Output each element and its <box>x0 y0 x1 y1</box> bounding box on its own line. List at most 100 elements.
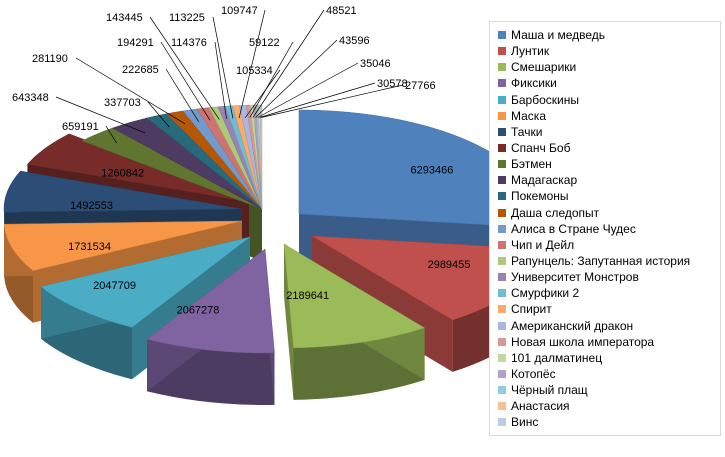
leader-line <box>147 101 170 128</box>
data-label: 143445 <box>106 12 143 24</box>
legend-label: Университет Монстров <box>511 270 639 285</box>
data-label: 114376 <box>171 37 207 49</box>
legend-item: Смурфики 2 <box>490 285 720 301</box>
leader-line <box>55 96 146 134</box>
legend-item: Алиса в Стране Чудес <box>490 221 720 237</box>
legend-label: Смешарики <box>511 60 577 75</box>
legend-label: Бэтмен <box>511 157 552 172</box>
legend-swatch <box>498 240 506 249</box>
data-label: 281190 <box>32 53 68 65</box>
leader-line <box>252 9 325 118</box>
legend-label: Спанч Боб <box>511 141 571 156</box>
leader-line <box>75 57 186 125</box>
legend-swatch <box>498 192 506 201</box>
legend-item: Спанч Боб <box>490 140 720 156</box>
data-label: 27766 <box>405 80 436 92</box>
leader-lines <box>55 9 404 144</box>
leader-line <box>259 82 376 118</box>
legend-item: Маша и медведь <box>490 27 720 43</box>
legend-item: Мадагаскар <box>490 172 720 188</box>
data-label: 6293466 <box>410 165 453 177</box>
legend-item: Покемоны <box>490 188 720 204</box>
pie-slice-3 <box>283 243 426 349</box>
legend-label: Барбоскины <box>511 92 579 107</box>
legend-swatch <box>498 418 506 427</box>
legend-label: Американский дракон <box>511 318 634 333</box>
leader-line <box>261 84 404 118</box>
legend-item: Котопёс <box>490 366 720 382</box>
legend-item: Смешарики <box>490 59 720 75</box>
legend-swatch <box>498 31 506 40</box>
slice-tops <box>3 104 549 354</box>
pie-slice-6 <box>3 220 243 271</box>
legend-item: Даша следопыт <box>490 205 720 221</box>
legend-label: Мадагаскар <box>511 173 578 188</box>
data-label: 105334 <box>236 65 273 77</box>
leader-line <box>249 41 294 118</box>
legend-swatch <box>498 321 506 330</box>
legend-label: Анастасия <box>511 399 570 414</box>
legend-label: Новая школа императора <box>511 334 655 349</box>
data-label: 59122 <box>249 37 280 49</box>
leader-line <box>165 68 199 122</box>
data-label: 1492553 <box>70 200 113 212</box>
legend-swatch <box>498 160 506 169</box>
legend-swatch <box>498 337 506 346</box>
legend-label: Тачки <box>511 124 543 139</box>
data-label: 659191 <box>62 121 99 133</box>
slice-cut-face <box>284 244 294 400</box>
legend-swatch <box>498 176 506 185</box>
legend-label: Фиксики <box>511 76 557 91</box>
legend-swatch <box>498 79 506 88</box>
leader-line <box>214 41 227 119</box>
legend-swatch <box>498 257 506 266</box>
legend-label: Рапунцель: Запутанная история <box>511 254 691 269</box>
legend-swatch <box>498 370 506 379</box>
data-label: 2067278 <box>177 305 220 317</box>
data-label: 30578 <box>377 78 408 90</box>
data-label: 194291 <box>117 37 154 49</box>
data-label: 48521 <box>326 5 357 17</box>
legend-swatch <box>498 127 506 136</box>
data-label: 109747 <box>221 5 258 17</box>
leader-line <box>149 16 220 120</box>
data-label: 113225 <box>169 12 205 24</box>
legend-label: Маска <box>511 108 546 123</box>
legend-swatch <box>498 402 506 411</box>
legend-label: Спирит <box>511 302 552 317</box>
legend-swatch <box>498 208 506 217</box>
data-label: 2047709 <box>93 280 136 292</box>
data-label: 1731534 <box>68 241 111 253</box>
legend-item: Винс <box>490 414 720 430</box>
legend-label: Смурфики 2 <box>511 286 580 301</box>
leader-line <box>212 16 234 119</box>
legend-swatch <box>498 305 506 314</box>
data-label: 222685 <box>122 64 159 76</box>
pie-slice-8 <box>26 133 250 203</box>
legend-label: Чёрный плащ <box>511 383 588 398</box>
legend-label: Даша следопыт <box>511 205 600 220</box>
legend-item: Маска <box>490 108 720 124</box>
data-label: 2989455 <box>428 259 471 271</box>
legend-label: Маша и медведь <box>511 28 606 43</box>
legend-label: Чип и Дейл <box>511 237 575 252</box>
legend-swatch <box>498 386 506 395</box>
legend-item: Новая школа императора <box>490 334 720 350</box>
pie-slice-7 <box>3 170 243 213</box>
legend-label: Винс <box>511 415 539 430</box>
legend-item: Американский дракон <box>490 318 720 334</box>
data-label: 43596 <box>339 35 370 47</box>
legend-item: Бэтмен <box>490 156 720 172</box>
data-label: 1260842 <box>101 168 144 180</box>
legend-swatch <box>498 144 506 153</box>
leader-line <box>244 69 281 119</box>
legend-item: Спирит <box>490 301 720 317</box>
leader-line <box>257 62 359 118</box>
legend-label: Алиса в Стране Чудес <box>511 221 636 236</box>
legend-label: Котопёс <box>511 367 556 382</box>
legend-item: Университет Монстров <box>490 269 720 285</box>
legend-item: Барбоскины <box>490 92 720 108</box>
leader-line <box>105 125 117 144</box>
legend-swatch <box>498 95 506 104</box>
